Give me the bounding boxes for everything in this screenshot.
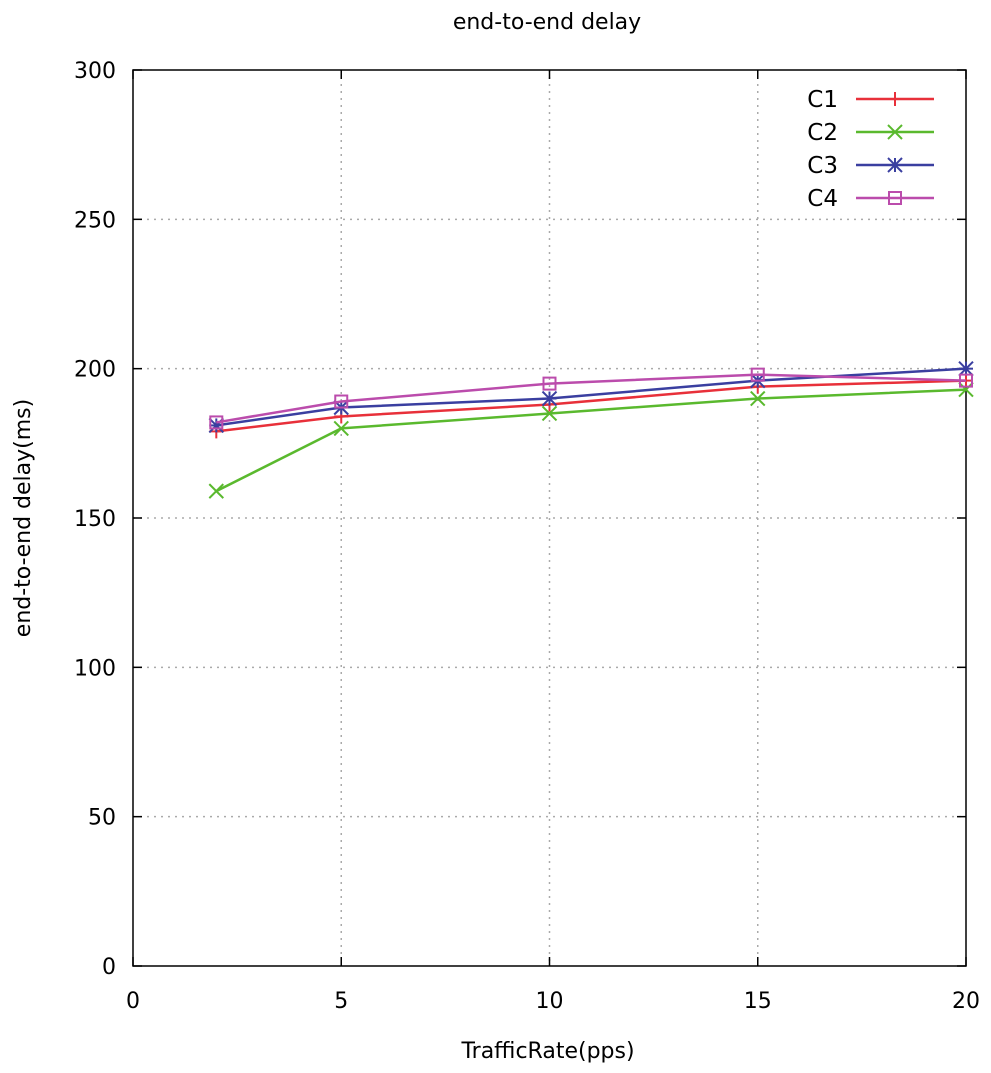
y-tick-label: 100 <box>74 656 116 681</box>
series-line-c4 <box>216 373 967 424</box>
series-c2 <box>208 381 974 499</box>
legend-marker <box>887 124 903 140</box>
y-tick-label: 250 <box>74 208 116 233</box>
data-point-c4 <box>750 367 765 382</box>
chart-title: end-to-end delay <box>453 10 641 35</box>
x-tick-label: 0 <box>126 989 140 1014</box>
legend-marker <box>888 92 902 106</box>
data-point-c3 <box>541 390 558 407</box>
y-tick-label: 200 <box>74 358 116 383</box>
data-point-c3 <box>958 360 974 377</box>
grid-lines <box>133 70 966 966</box>
legend-entry-c4: C4 <box>807 186 934 212</box>
data-point-c2 <box>208 483 225 499</box>
y-tick-label: 300 <box>74 59 116 84</box>
y-axis-label: end-to-end delay(ms) <box>11 399 36 637</box>
data-point-c4 <box>209 415 224 430</box>
legend-label: C2 <box>807 120 838 146</box>
y-tick-label: 50 <box>88 806 116 831</box>
data-point-c2 <box>958 381 974 398</box>
data-point-c4 <box>334 394 349 409</box>
data-point-c3 <box>208 417 225 434</box>
series-c4 <box>209 367 973 430</box>
data-point-c4 <box>542 376 557 391</box>
x-tick-label: 15 <box>744 989 772 1014</box>
legend-label: C4 <box>807 186 838 212</box>
legend-label: C3 <box>807 153 838 179</box>
legend-marker <box>887 157 903 173</box>
legend-label: C1 <box>807 87 838 113</box>
series-layer <box>208 360 974 499</box>
legend-entry-c3: C3 <box>807 153 934 179</box>
data-point-c2 <box>750 390 766 407</box>
x-axis-label: TrafficRate(pps) <box>460 1039 634 1064</box>
y-axis-ticks: 0 50 100 150 200 250 300 <box>74 59 966 980</box>
legend: C1 C2 C3 C4 <box>807 87 934 212</box>
data-point-c4 <box>959 373 973 388</box>
series-c3 <box>208 360 974 434</box>
x-tick-label: 5 <box>334 989 348 1014</box>
data-point-c2 <box>333 420 349 437</box>
x-tick-label: 10 <box>536 989 564 1014</box>
legend-entry-c1: C1 <box>807 87 934 113</box>
x-tick-label: 20 <box>952 989 980 1014</box>
legend-marker <box>888 191 902 205</box>
y-tick-label: 0 <box>102 955 116 980</box>
series-line-c1 <box>216 379 967 433</box>
data-point-c2 <box>541 405 558 422</box>
series-c1 <box>209 373 973 439</box>
x-axis-ticks: 0 5 10 15 20 <box>126 70 980 1014</box>
legend-entry-c2: C2 <box>807 120 934 146</box>
y-tick-label: 150 <box>74 507 116 532</box>
